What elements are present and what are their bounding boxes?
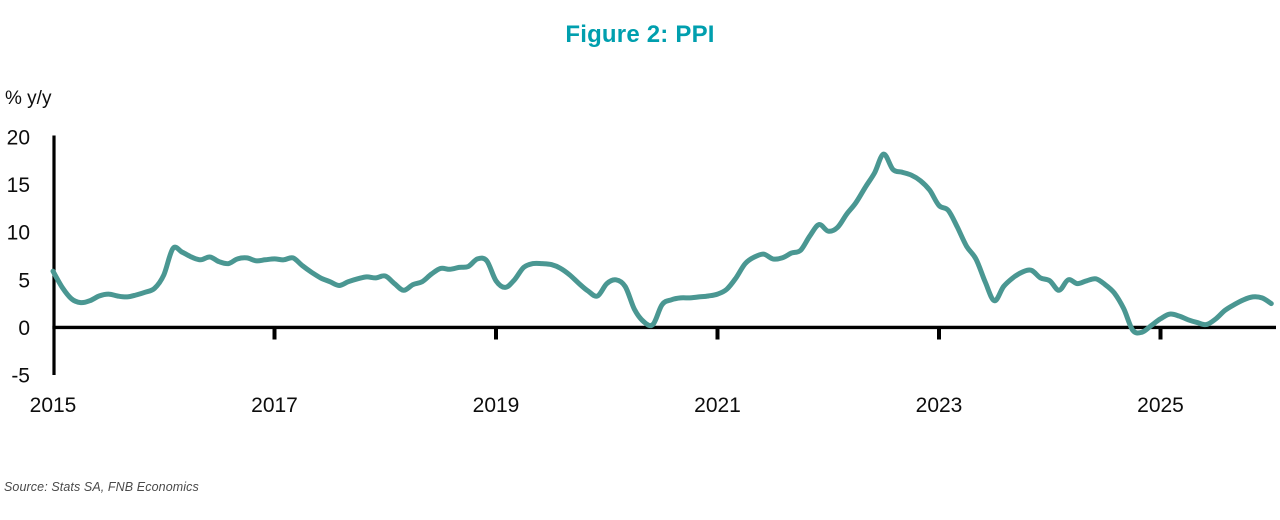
y-tick-label: 0 (18, 317, 30, 340)
y-tick-label: 5 (18, 269, 30, 292)
y-tick-label: 10 (7, 222, 30, 245)
y-axis-unit-label: % y/y (5, 88, 52, 109)
x-tick-label: 2017 (251, 394, 298, 417)
x-tick-label: 2021 (694, 394, 741, 417)
y-tick-label: 15 (7, 174, 30, 197)
x-tick-label: 2025 (1137, 394, 1184, 417)
source-note: Source: Stats SA, FNB Economics (4, 480, 199, 494)
x-tick-label: 2015 (30, 394, 77, 417)
y-tick-label: 20 (7, 127, 30, 150)
x-tick-label: 2023 (916, 394, 963, 417)
ppi-series-line (50, 151, 1274, 336)
chart-title: Figure 2: PPI (565, 21, 715, 48)
y-tick-label: -5 (11, 365, 30, 388)
x-tick-label: 2019 (473, 394, 520, 417)
